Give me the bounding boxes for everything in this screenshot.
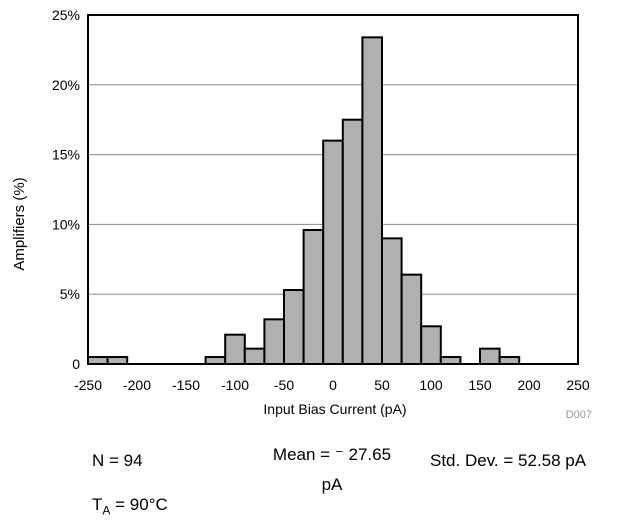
x-tick-label: 250 bbox=[566, 377, 590, 393]
y-axis-label: Amplifiers (%) bbox=[11, 177, 28, 270]
x-tick-label: 100 bbox=[419, 377, 443, 393]
y-tick-label: 0 bbox=[72, 356, 80, 372]
std-dev-value: Std. Dev. = 52.58 pA bbox=[430, 451, 587, 470]
histogram-bar bbox=[420, 325, 442, 366]
x-tick-label: -250 bbox=[74, 377, 102, 393]
mean-line-1: Mean = ⁻ 27.65 bbox=[272, 445, 392, 464]
ta-value: = 90°C bbox=[110, 495, 168, 514]
x-tick-labels: -250 -200 -150 -100 -50 0 50 100 150 200 250 bbox=[74, 377, 590, 393]
y-tick-labels: 0 5% 10% 15% 20% 25% bbox=[52, 7, 80, 372]
mean-value: Mean = ⁻ 27.65 pA bbox=[252, 440, 412, 500]
histogram-bar bbox=[479, 347, 501, 366]
y-tick-label: 5% bbox=[60, 286, 80, 302]
histogram-bar bbox=[106, 356, 129, 365]
x-tick-label: -100 bbox=[221, 377, 249, 393]
y-tick-label: 10% bbox=[52, 216, 80, 232]
x-tick-label: -50 bbox=[274, 377, 294, 393]
mean-line-2: pA bbox=[321, 475, 343, 494]
ta-symbol: T bbox=[92, 495, 103, 514]
histogram-chart: 0 5% 10% 15% 20% 25% -250 -200 -150 -100 -50 0 50 10… bbox=[11, 7, 592, 421]
histogram-bar bbox=[322, 139, 344, 365]
y-tick-label: 15% bbox=[52, 147, 80, 163]
x-tick-label: -150 bbox=[172, 377, 200, 393]
plot-frame bbox=[87, 14, 579, 365]
x-tick-label: 0 bbox=[329, 377, 337, 393]
figure-id: D007 bbox=[566, 409, 592, 421]
histogram-bar bbox=[341, 118, 364, 365]
ambient-temperature: TA = 90°C bbox=[92, 495, 168, 517]
x-tick-label: 50 bbox=[374, 377, 390, 393]
histogram-bar bbox=[263, 318, 285, 366]
histogram-bar bbox=[498, 356, 521, 365]
histogram-bar bbox=[283, 289, 305, 365]
histogram-bar bbox=[224, 333, 246, 365]
ta-subscript: A bbox=[102, 503, 111, 518]
histogram-bar bbox=[243, 347, 266, 366]
x-axis-label: Input Bias Current (pA) bbox=[263, 401, 406, 417]
y-tick-label: 20% bbox=[52, 77, 80, 93]
histogram-bar bbox=[87, 356, 109, 365]
x-tick-label: 150 bbox=[468, 377, 492, 393]
sample-count: N = 94 bbox=[92, 451, 143, 470]
histogram-bar bbox=[439, 356, 462, 365]
histogram-bars bbox=[87, 36, 521, 366]
x-tick-label: -200 bbox=[123, 377, 151, 393]
histogram-bar bbox=[302, 228, 325, 365]
histogram-bar bbox=[400, 273, 423, 366]
histogram-bar bbox=[381, 237, 403, 365]
histogram-bar bbox=[204, 356, 227, 365]
histogram-bar bbox=[361, 36, 383, 365]
x-tick-label: 200 bbox=[517, 377, 541, 393]
y-tick-label: 25% bbox=[52, 7, 80, 23]
